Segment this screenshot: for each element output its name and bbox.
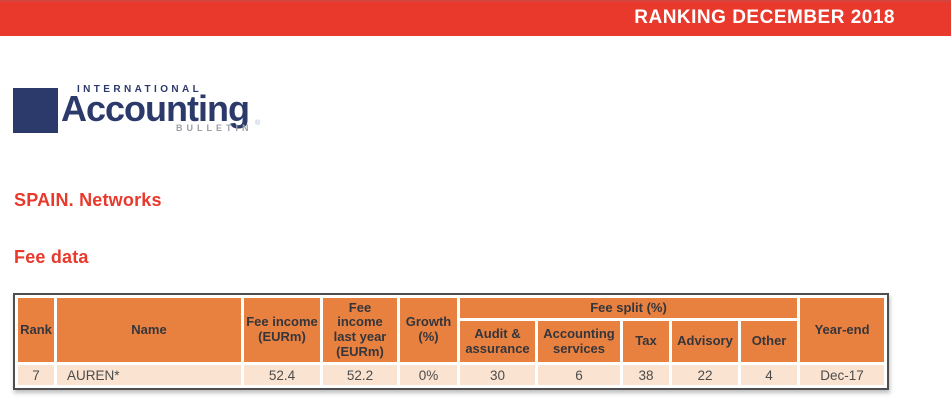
cell-accounting-services: 6: [538, 365, 620, 385]
col-header-advisory: Advisory: [672, 321, 738, 362]
col-header-rank: Rank: [18, 298, 54, 362]
cell-growth: 0%: [400, 365, 457, 385]
cell-audit-assurance: 30: [460, 365, 535, 385]
logo-word-international: INTERNATIONAL: [77, 84, 203, 95]
col-header-fee-income-last-year: Fee income last year (EURm): [323, 298, 397, 362]
cell-tax: 38: [623, 365, 669, 385]
col-header-tax: Tax: [623, 321, 669, 362]
table-row: 7 AUREN* 52.4 52.2 0% 30 6 38 22 4 Dec-1…: [18, 365, 885, 385]
col-header-name: Name: [57, 298, 241, 362]
fee-data-table: Rank Name Fee income (EURm) Fee income l…: [13, 293, 890, 390]
col-header-other: Other: [741, 321, 798, 362]
section-title: SPAIN. Networks: [14, 190, 162, 210]
logo-trademark-symbol: ®: [255, 120, 261, 127]
col-header-year-end: Year-end: [800, 298, 885, 362]
logo-square-mark: [13, 88, 58, 133]
col-header-accounting-services: Accounting services: [538, 321, 620, 362]
banner-title: RANKING DECEMBER 2018: [634, 7, 895, 28]
col-header-audit-assurance: Audit & assurance: [460, 321, 535, 362]
logo-word-accounting: Accounting: [61, 88, 250, 129]
table-title: Fee data: [14, 247, 89, 267]
cell-advisory: 22: [672, 365, 738, 385]
col-group-header-fee-split: Fee split (%): [460, 298, 798, 318]
cell-fee-income-last-year: 52.2: [323, 365, 397, 385]
logo-word-bulletin: BULLETIN: [176, 123, 253, 133]
cell-name: AUREN*: [57, 365, 241, 385]
col-header-fee-income: Fee income (EURm): [244, 298, 320, 362]
col-header-growth: Growth (%): [400, 298, 457, 362]
cell-rank: 7: [18, 365, 54, 385]
top-banner: RANKING DECEMBER 2018: [0, 0, 951, 36]
cell-other: 4: [741, 365, 798, 385]
cell-year-end: Dec-17: [800, 365, 885, 385]
iab-logo: INTERNATIONAL Accounting BULLETIN ®: [13, 84, 293, 144]
cell-fee-income: 52.4: [244, 365, 320, 385]
